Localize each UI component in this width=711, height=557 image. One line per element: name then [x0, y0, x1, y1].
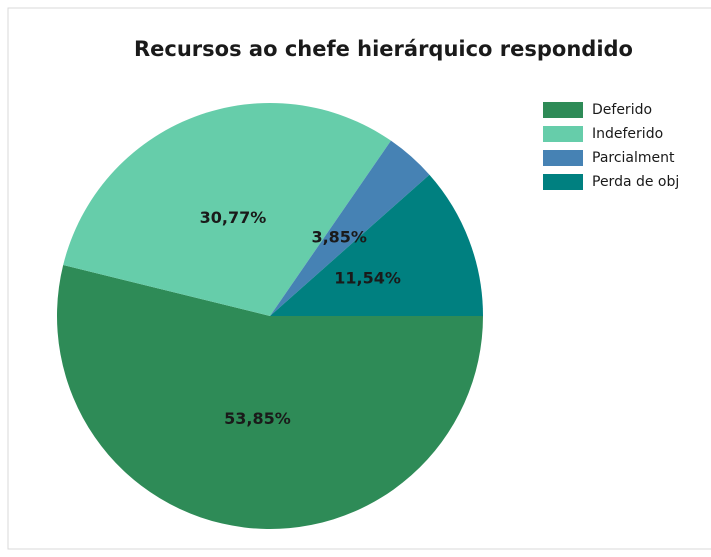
pie-slice [57, 265, 484, 529]
data-label: 30,77% [200, 208, 267, 227]
legend-swatch [543, 126, 583, 142]
legend-swatch [543, 150, 583, 166]
chart-title: Recursos ao chefe hierárquico respondido [134, 37, 633, 61]
data-label: 3,85% [311, 227, 367, 246]
legend-label: Parcialment [592, 150, 675, 166]
legend-label: Perda de obj [592, 174, 679, 190]
legend-swatch [543, 102, 583, 118]
pie-slice [63, 102, 391, 316]
pie-slice [270, 174, 483, 316]
pie-slice [270, 140, 430, 316]
legend-label: Indeferido [592, 126, 663, 142]
data-label: 53,85% [224, 409, 291, 428]
legend-label: Deferido [592, 102, 652, 118]
legend-swatch [543, 174, 583, 190]
data-label: 11,54% [334, 268, 401, 287]
